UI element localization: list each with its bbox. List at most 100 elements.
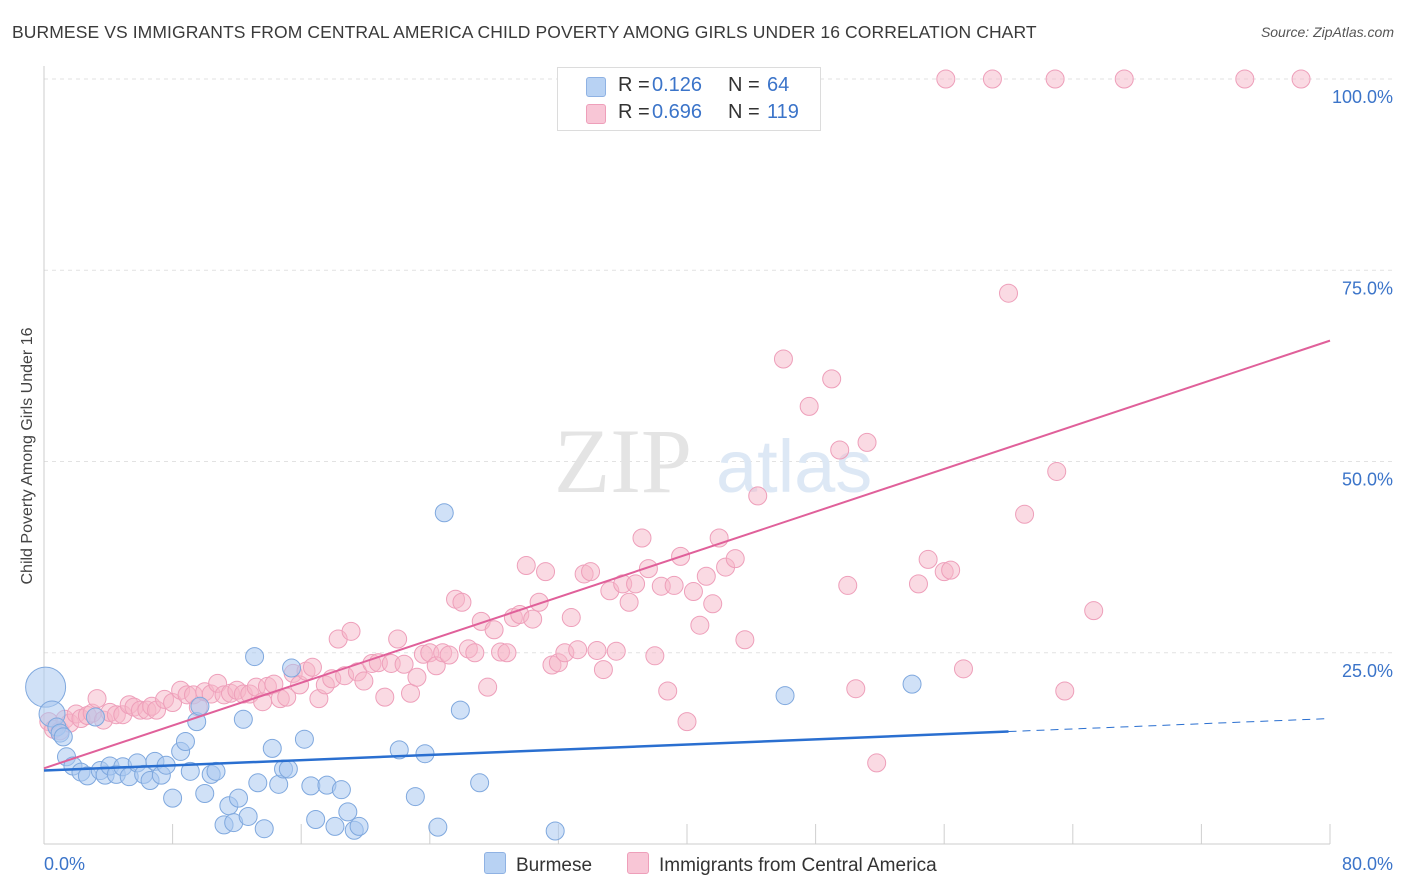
data-point-central-america [354,671,374,691]
data-point-central-america [1235,69,1255,89]
y-tick-labels: 25.0% 50.0% 75.0% 100.0% [1332,87,1393,681]
points-series2 [39,69,1311,773]
data-point-central-america [953,659,973,679]
data-point-burmese [282,658,302,678]
data-point-burmese [325,816,345,836]
watermark-atlas: atlas [716,425,872,508]
data-point-central-america [1045,69,1065,89]
data-point-central-america [830,440,850,460]
data-point-central-america [936,69,956,89]
data-point-burmese [248,773,268,793]
data-point-central-america [799,396,819,416]
trend-line-burmese [43,730,1009,772]
data-point-burmese [405,787,425,807]
legend-swatch-burmese [586,77,606,97]
data-point-burmese [238,806,258,826]
data-point-central-america [516,556,536,576]
data-point-central-america [773,349,793,369]
data-point-burmese [338,802,358,822]
data-point-burmese [294,729,314,749]
data-point-burmese [278,759,298,779]
data-point-central-america [401,683,421,703]
data-point-central-america [1114,69,1134,89]
data-point-burmese [301,776,321,796]
data-point-burmese [25,666,67,708]
data-point-central-america [375,687,395,707]
x-tick-label-min: 0.0% [44,854,85,874]
legend-n-value-central-america: 119 [767,101,799,123]
data-point-central-america [1084,601,1104,621]
bottom-legend-swatch-central-america [627,852,649,874]
data-point-central-america [452,592,472,612]
data-point-burmese [434,503,454,523]
data-point-central-america [703,594,723,614]
data-point-central-america [846,679,866,699]
bottom-legend-label-central-america: Immigrants from Central America [659,855,937,876]
data-point-central-america [725,549,745,569]
data-point-burmese [233,709,253,729]
data-point-central-america [735,630,755,650]
data-point-central-america [606,641,626,661]
legend-r-value-central-america: 0.696 [652,101,703,123]
legend-r-label: R = [618,74,650,96]
data-point-central-america [1291,69,1311,89]
data-point-central-america [529,592,549,612]
data-point-central-america [982,69,1002,89]
data-point-central-america [999,283,1018,303]
data-point-burmese [775,686,795,706]
legend-n-label: N = [728,74,760,96]
data-point-burmese [389,740,409,760]
data-point-burmese [180,761,200,781]
gridlines [44,78,1392,654]
data-point-central-america [857,432,877,452]
x-tick-labels: 0.0% 80.0% [44,854,1393,874]
data-point-burmese [349,816,369,836]
data-point-central-america [484,620,504,640]
data-point-central-america [908,574,928,594]
legend-n-label: N = [728,101,760,123]
data-point-central-america [619,592,639,612]
data-point-central-america [523,609,543,629]
x-tick-label-max: 80.0% [1342,854,1393,874]
data-point-central-america [696,566,716,586]
data-point-burmese [450,700,470,720]
trend-line-central-america [43,339,1331,770]
y-tick-label: 50.0% [1342,470,1393,490]
bottom-legend-burmese: Burmese [484,852,592,877]
data-point-burmese [245,647,265,667]
data-point-central-america [822,369,842,389]
y-tick-label: 25.0% [1342,661,1393,681]
y-tick-label: 100.0% [1332,87,1393,107]
data-point-central-america [690,615,710,635]
chart-title: BURMESE VS IMMIGRANTS FROM CENTRAL AMERI… [12,22,1037,42]
bottom-legend-label-burmese: Burmese [516,855,593,876]
data-point-burmese [53,727,73,747]
data-point-burmese [428,817,448,837]
y-axis-label: Child Poverty Among Girls Under 16 [19,327,36,585]
data-point-central-america [561,608,581,628]
data-point-burmese [902,674,922,694]
data-point-burmese [254,819,274,839]
data-point-central-america [581,562,601,582]
data-point-burmese [545,821,565,841]
data-point-burmese [85,707,105,727]
data-point-central-america [683,582,703,602]
data-point-central-america [918,549,938,569]
data-point-central-america [626,574,646,594]
data-point-burmese [195,784,215,804]
trend-line-burmese-extension [1008,718,1331,733]
data-point-central-america [658,681,678,701]
data-point-central-america [497,643,517,663]
source-credit: Source: ZipAtlas.com [1260,24,1394,40]
data-point-burmese [175,731,195,751]
data-point-central-america [645,646,665,666]
data-point-central-america [407,667,427,687]
bottom-legend-central-america: Immigrants from Central America [627,852,937,877]
data-point-burmese [306,810,326,830]
data-point-central-america [593,660,613,680]
data-point-central-america [1055,681,1075,701]
data-point-central-america [568,640,588,660]
data-point-central-america [439,645,459,665]
data-point-burmese [190,696,210,716]
